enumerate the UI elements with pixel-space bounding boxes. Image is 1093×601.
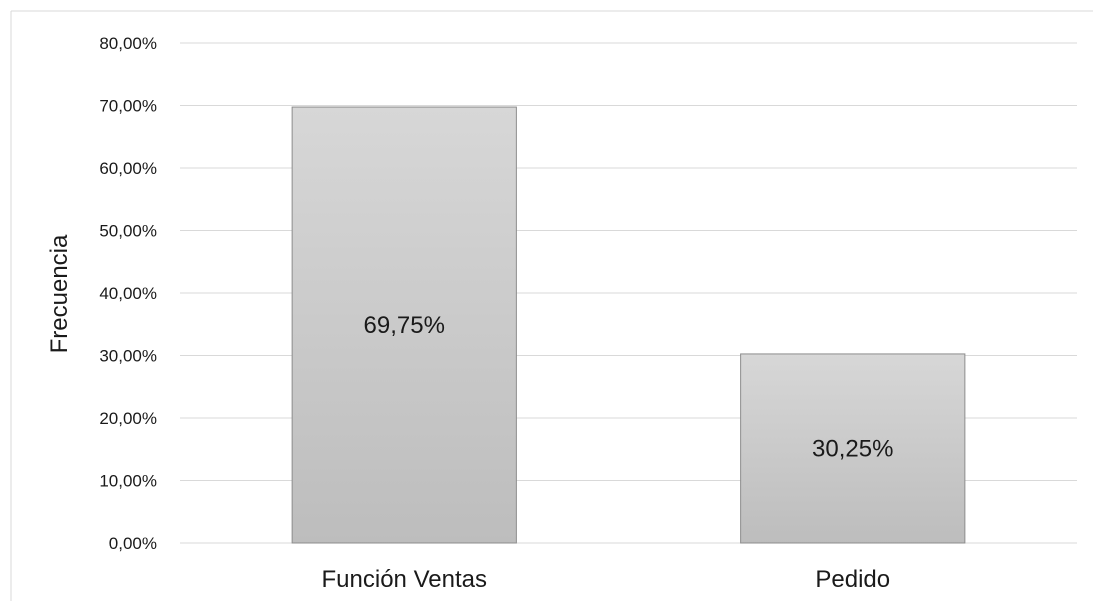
y-axis-tick-labels: 0,00% 10,00% 20,00% 30,00% 40,00% 50,00% 60,00… (99, 34, 157, 553)
x-axis-category-labels: Función Ventas Pedido (322, 566, 891, 593)
bars (291, 106, 966, 544)
y-tick-label: 50,00% (99, 222, 157, 241)
data-label: 69,75% (364, 312, 445, 339)
y-axis-title: Frecuencia (46, 234, 73, 353)
bar (291, 106, 517, 544)
y-tick-label: 70,00% (99, 97, 157, 116)
y-tick-label: 10,00% (99, 472, 157, 491)
y-tick-label: 60,00% (99, 159, 157, 178)
y-tick-label: 0,00% (109, 534, 157, 553)
data-labels: 69,75% 30,25% (364, 312, 894, 462)
bar (740, 353, 966, 544)
data-label: 30,25% (812, 435, 893, 462)
x-category-label: Función Ventas (322, 566, 487, 593)
y-tick-label: 80,00% (99, 34, 157, 53)
x-category-label: Pedido (815, 566, 890, 593)
y-tick-label: 30,00% (99, 347, 157, 366)
y-tick-label: 40,00% (99, 284, 157, 303)
y-tick-label: 20,00% (99, 409, 157, 428)
